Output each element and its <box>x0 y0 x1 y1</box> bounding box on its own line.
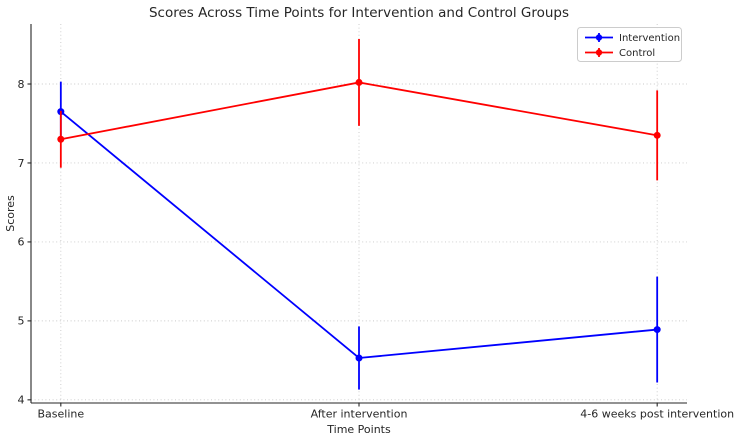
series-intervention <box>57 81 661 390</box>
axes: 4 5 6 7 8 Baseline After intervention 4-6 weeks… <box>18 24 734 421</box>
legend-marker-point <box>595 34 603 41</box>
x-axis-label: Time Points <box>326 423 391 436</box>
y-tick-label: 8 <box>18 78 25 91</box>
series-control <box>57 39 661 181</box>
x-tick-label: 4-6 weeks post intervention <box>580 408 734 421</box>
data-point-marker <box>355 78 363 86</box>
data-point-marker <box>653 326 661 334</box>
y-axis-label: Scores <box>4 195 17 232</box>
legend-item-control: Control <box>585 48 655 59</box>
legend-label: Intervention <box>619 33 680 44</box>
y-tick-label: 7 <box>18 157 25 170</box>
data-point-marker <box>653 131 661 139</box>
y-tick-label: 4 <box>18 394 25 407</box>
legend-marker-point <box>595 49 603 56</box>
data-point-marker <box>57 135 65 143</box>
y-tick-label: 6 <box>18 236 25 249</box>
legend: Intervention Control <box>577 27 682 62</box>
legend-item-intervention: Intervention <box>585 33 680 44</box>
y-tick-label: 5 <box>18 315 25 328</box>
x-tick-label: Baseline <box>37 408 84 421</box>
data-point-marker <box>355 354 363 362</box>
legend-label: Control <box>619 48 655 59</box>
chart-title: Scores Across Time Points for Interventi… <box>149 5 569 21</box>
x-tick-label: After intervention <box>311 408 408 421</box>
data-series <box>57 39 661 390</box>
